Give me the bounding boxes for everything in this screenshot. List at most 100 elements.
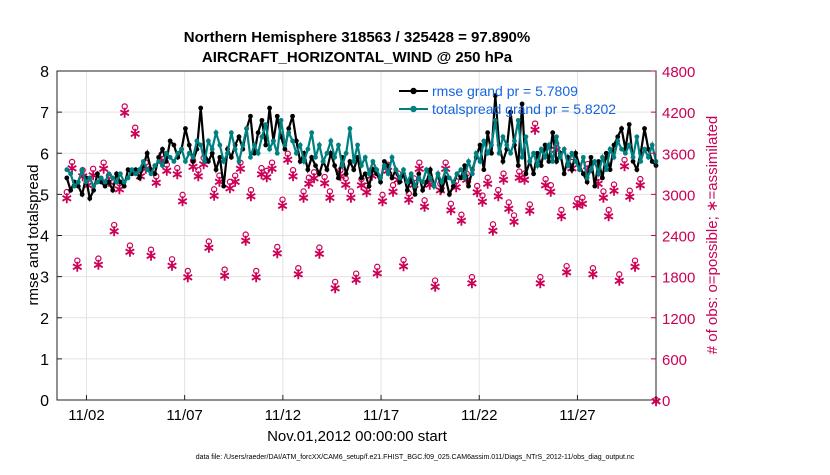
obs-possible-marker	[242, 231, 249, 238]
obs-assimilated-marker: ∗	[61, 190, 74, 207]
series-point-rmse	[447, 191, 452, 197]
obs-assimilated-marker: ∗	[413, 161, 426, 178]
series-point-rmse	[228, 154, 234, 160]
series-point-spread	[251, 142, 257, 148]
y-left-tick-label: 8	[40, 64, 49, 81]
x-tick-label: 11/02	[68, 407, 104, 424]
series-point-spread	[240, 142, 246, 148]
y-left-tick-label: 5	[40, 187, 49, 204]
series-point-spread	[263, 122, 269, 127]
series-point-spread	[160, 163, 165, 168]
series-point-spread	[603, 167, 609, 173]
series-point-spread	[114, 179, 119, 185]
obs-possible-marker	[558, 206, 565, 214]
series-point-rmse	[209, 150, 215, 156]
obs-assimilated-marker: ∗	[229, 174, 242, 191]
obs-assimilated-marker: ∗	[518, 172, 531, 189]
series-point-rmse	[404, 187, 410, 193]
series-point-spread	[622, 150, 628, 156]
series-point-rmse	[603, 150, 609, 156]
series-point-spread	[75, 179, 81, 185]
series-point-rmse	[554, 159, 559, 164]
obs-assimilated-marker: ∗	[218, 268, 231, 285]
obs-assimilated-marker: ∗	[455, 213, 468, 230]
series-point-rmse	[156, 154, 162, 160]
series-point-spread	[213, 130, 219, 136]
obs-possible-marker	[321, 173, 328, 181]
series-point-rmse	[79, 191, 85, 197]
series-point-rmse	[248, 113, 253, 119]
series-point-rmse	[508, 109, 514, 115]
series-point-spread	[106, 171, 112, 177]
obs-assimilated-marker: ∗	[571, 197, 584, 214]
y-left-tick-label: 0	[40, 393, 49, 410]
series-point-spread	[397, 175, 403, 181]
obs-assimilated-marker: ∗	[313, 246, 326, 263]
series-point-spread	[573, 159, 579, 164]
y-right-tick-label: 600	[662, 352, 687, 369]
obs-assimilated-marker: ∗	[276, 198, 289, 215]
series-point-rmse	[351, 167, 357, 173]
series-point-spread	[565, 163, 571, 168]
y-right-tick-label: 1800	[662, 270, 695, 287]
series-point-spread	[221, 159, 227, 164]
obs-possible-marker	[458, 211, 465, 218]
series-point-spread	[140, 159, 146, 164]
obs-assimilated-marker: ∗	[239, 233, 252, 250]
obs-assimilated-marker: ∗	[403, 191, 416, 208]
obs-possible-marker	[479, 192, 486, 199]
series-point-spread	[512, 138, 517, 144]
series-point-rmse	[121, 183, 127, 189]
obs-possible-marker	[542, 175, 549, 183]
obs-assimilated-marker: ∗	[234, 161, 247, 178]
obs-possible-marker	[274, 243, 281, 251]
series-point-rmse	[619, 126, 624, 131]
series-point-spread	[596, 171, 602, 177]
obs-assimilated-marker: ∗	[92, 257, 105, 274]
series-point-spread	[110, 175, 116, 181]
obs-possible-marker	[621, 156, 628, 164]
obs-possible-marker	[421, 197, 428, 204]
obs-possible-marker	[126, 242, 134, 249]
series-point-spread	[232, 146, 238, 152]
series-point-spread	[156, 159, 162, 164]
series-point-rmse	[125, 167, 131, 173]
series-point-spread	[198, 142, 204, 148]
obs-assimilated-marker: ∗	[250, 269, 263, 286]
series-point-rmse	[290, 113, 295, 119]
obs-possible-marker	[626, 187, 633, 194]
series-point-spread	[592, 159, 598, 164]
y-left-tick-label: 3	[40, 270, 49, 287]
series-point-rmse	[305, 167, 311, 173]
obs-assimilated-marker: ∗	[124, 244, 137, 261]
series-point-spread	[91, 183, 97, 189]
series-point-rmse	[106, 179, 112, 185]
series-point-rmse	[102, 183, 108, 189]
series-point-spread	[443, 167, 448, 173]
obs-possible-marker	[489, 221, 497, 228]
series-point-spread	[171, 159, 177, 164]
obs-assimilated-marker: ∗	[629, 259, 642, 276]
series-point-rmse	[580, 171, 586, 177]
series-point-spread	[416, 175, 422, 181]
series-point-spread	[458, 167, 464, 173]
series-point-rmse	[274, 113, 280, 119]
series-point-spread	[121, 179, 127, 185]
x-tick-label: 11/27	[559, 407, 595, 424]
obs-assimilated-marker: ∗	[539, 177, 552, 194]
series-point-spread	[500, 134, 506, 140]
series-point-rmse	[297, 159, 303, 164]
series-point-spread	[412, 183, 418, 189]
obs-possible-marker	[221, 266, 228, 273]
series-point-spread	[248, 154, 253, 160]
obs-assimilated-marker: ∗	[176, 193, 189, 210]
series-point-rmse	[110, 187, 116, 193]
x-tick-label: 11/17	[363, 407, 399, 424]
series-point-spread	[186, 150, 192, 156]
obs-possible-marker	[68, 158, 76, 166]
series-point-spread	[102, 179, 108, 185]
series-point-rmse	[336, 175, 341, 181]
obs-possible-marker	[416, 159, 423, 166]
series-point-spread	[477, 159, 483, 164]
series-point-spread	[554, 134, 559, 140]
